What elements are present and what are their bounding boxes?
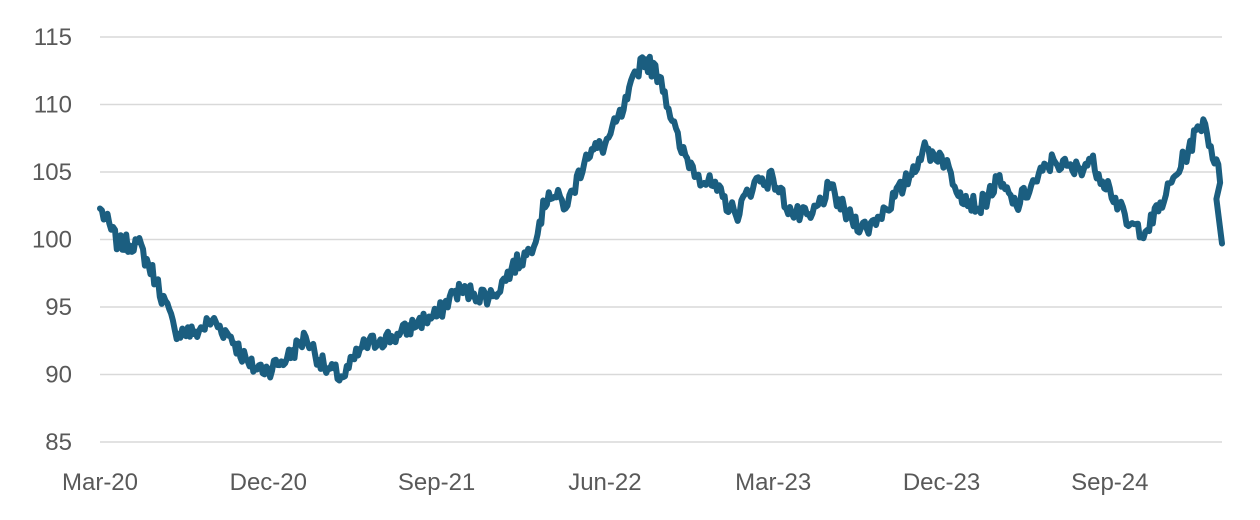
data-point	[640, 55, 644, 59]
data-point	[566, 204, 570, 208]
data-point	[1127, 224, 1131, 228]
data-point	[435, 314, 439, 318]
y-tick-label: 100	[32, 227, 72, 254]
data-point	[753, 179, 757, 183]
data-point	[622, 108, 626, 112]
y-tick-label: 115	[34, 24, 72, 51]
data-point	[229, 335, 233, 339]
data-point	[248, 364, 252, 368]
data-point	[790, 212, 794, 216]
x-tick-label: Mar-23	[735, 469, 811, 496]
data-point	[1183, 155, 1187, 159]
data-point	[1108, 186, 1112, 190]
data-point	[696, 173, 700, 177]
data-point	[397, 333, 401, 337]
data-point	[285, 356, 289, 360]
data-point	[472, 292, 476, 296]
data-point	[547, 190, 551, 194]
data-point	[1145, 228, 1149, 232]
x-tick-label: Dec-23	[903, 469, 980, 496]
y-tick-label: 110	[34, 92, 72, 119]
data-point	[846, 215, 850, 219]
data-point	[379, 337, 383, 341]
data-point	[977, 206, 981, 210]
data-point	[1070, 169, 1074, 173]
data-point	[135, 240, 139, 244]
x-axis-tick-labels: Mar-20 Dec-20 Sep-21 Jun-22 Mar-23 Dec-23 Sep-…	[62, 469, 1149, 496]
y-axis-tick-labels: 85 90 95 100 105 110 115	[32, 24, 72, 456]
series-line	[97, 53, 1225, 384]
data-point	[1014, 204, 1018, 208]
data-point	[360, 346, 364, 350]
data-point	[1033, 179, 1037, 183]
data-point	[771, 177, 775, 181]
data-point	[528, 248, 532, 252]
data-point	[1164, 193, 1168, 197]
data-point	[154, 278, 158, 282]
data-point	[210, 319, 214, 323]
data-point	[453, 289, 457, 293]
x-tick-label: Sep-24	[1071, 469, 1148, 496]
data-point	[921, 148, 925, 152]
data-point	[809, 216, 813, 220]
x-tick-label: Dec-20	[230, 469, 307, 496]
data-point	[1201, 117, 1205, 121]
data-point	[603, 143, 607, 147]
x-tick-label: Sep-21	[398, 469, 475, 496]
data-point	[173, 328, 177, 332]
data-point	[304, 335, 308, 339]
data-point	[659, 76, 663, 80]
data-point	[266, 367, 270, 371]
data-point	[996, 179, 1000, 183]
data-point	[902, 184, 906, 188]
data-point	[509, 267, 513, 271]
data-point	[416, 320, 420, 324]
y-tick-label: 90	[45, 362, 72, 389]
data-point	[117, 243, 121, 247]
y-tick-label: 85	[45, 429, 72, 456]
y-tick-label: 95	[45, 294, 72, 321]
data-point	[940, 154, 944, 158]
data-point	[322, 366, 326, 370]
x-tick-label: Jun-22	[568, 469, 641, 496]
data-point	[865, 227, 869, 231]
data-point	[715, 189, 719, 193]
data-point	[584, 152, 588, 156]
data-point	[734, 213, 738, 217]
y-tick-label: 105	[32, 159, 72, 186]
x-tick-label: Mar-20	[62, 469, 138, 496]
data-point	[1220, 184, 1224, 188]
data-point	[98, 206, 102, 210]
data-point	[827, 186, 831, 190]
data-point	[678, 146, 682, 150]
data-point	[1089, 159, 1093, 163]
data-point	[1052, 158, 1056, 162]
data-point	[341, 375, 345, 379]
data-point	[491, 294, 495, 298]
data-point	[883, 206, 887, 210]
data-point	[192, 332, 196, 336]
data-point	[958, 190, 962, 194]
series-layer	[97, 53, 1225, 384]
gridlines	[100, 36, 1222, 443]
